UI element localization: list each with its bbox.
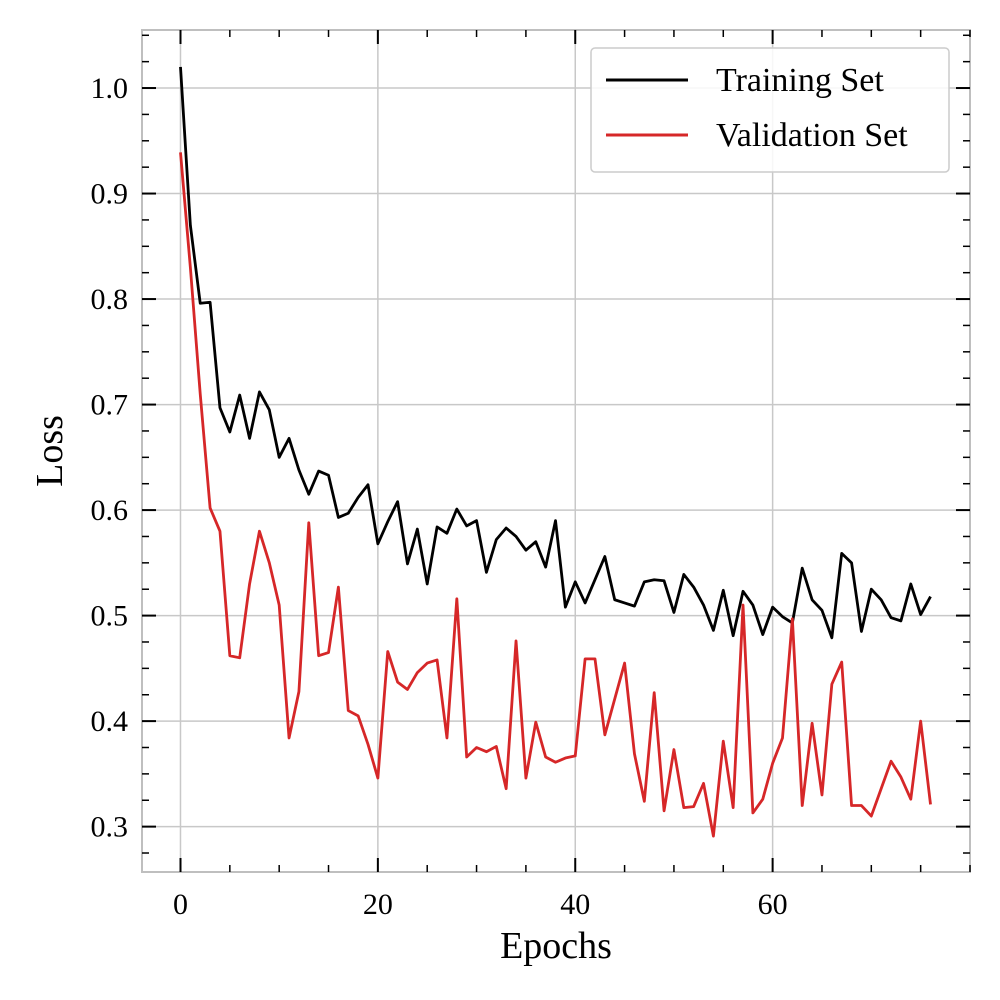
x-axis-label: Epochs (500, 925, 612, 967)
series-lines (179, 66, 932, 838)
legend-label-validation: Validation Set (716, 117, 908, 154)
x-tick-label: 60 (758, 888, 788, 921)
ticks (142, 30, 971, 872)
x-tick-label: 20 (363, 888, 393, 921)
y-tick-label: 0.4 (91, 705, 129, 738)
y-tick-label: 0.7 (91, 389, 129, 422)
x-tick-label: 40 (560, 888, 590, 921)
y-tick-label: 0.5 (91, 600, 129, 633)
training-set-line (179, 66, 932, 640)
plot-frame (141, 29, 971, 873)
x-tick-label: 0 (173, 888, 188, 921)
grid (142, 30, 970, 872)
y-tick-label: 0.6 (91, 494, 129, 527)
tick-labels: 0 20 40 60 0.3 0.4 0.5 0.6 0.7 0.8 0.9 1.0 (91, 72, 788, 921)
y-axis-label: Loss (29, 415, 71, 487)
y-tick-label: 1.0 (91, 72, 129, 105)
y-tick-label: 0.3 (91, 811, 129, 844)
legend-label-training: Training Set (716, 62, 884, 99)
legend: Training Set Validation Set (590, 47, 950, 173)
y-tick-label: 0.8 (91, 283, 129, 316)
validation-set-line (179, 152, 932, 838)
y-tick-label: 0.9 (91, 178, 129, 211)
